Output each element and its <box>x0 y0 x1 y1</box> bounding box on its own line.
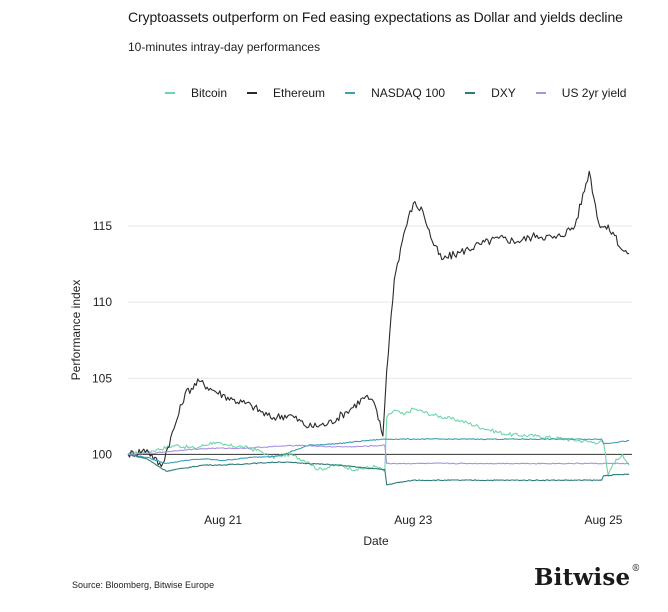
series-line-bitcoin <box>127 407 630 477</box>
series-line-nasdaq-100 <box>127 438 630 465</box>
chart-subtitle: 10-minutes intray-day performances <box>128 40 321 54</box>
legend-swatch <box>535 92 546 94</box>
x-axis-label: Date <box>363 534 389 548</box>
y-tick-label: 115 <box>93 219 112 233</box>
y-axis-label: Performance index <box>69 280 83 381</box>
y-tick-label: 105 <box>92 371 112 385</box>
legend-item: US 2yr yield <box>535 86 627 100</box>
legend-item: DXY <box>465 86 516 100</box>
x-tick-label: Aug 25 <box>584 513 622 527</box>
legend-swatch <box>465 92 476 94</box>
chart-legend: Bitcoin Ethereum NASDAQ 100 DXY US 2yr yield <box>165 86 646 100</box>
legend-item: Bitcoin <box>165 86 227 100</box>
series-line-us-2yr-yield <box>127 444 630 465</box>
registered-mark: ® <box>631 564 641 574</box>
logo-text: Bitwise <box>534 564 631 591</box>
x-tick-label: Aug 21 <box>204 513 242 527</box>
legend-label: NASDAQ 100 <box>371 86 446 100</box>
y-tick-label: 110 <box>93 295 112 309</box>
source-note: Source: Bloomberg, Bitwise Europe <box>72 580 215 590</box>
legend-swatch <box>247 92 258 94</box>
bitwise-logo: Bitwise® <box>534 564 641 591</box>
series-line-ethereum <box>127 170 630 468</box>
legend-label: Bitcoin <box>191 86 228 100</box>
y-tick-label: 100 <box>92 447 112 461</box>
legend-label: Ethereum <box>273 86 326 100</box>
legend-label: US 2yr yield <box>561 86 627 100</box>
chart-title: Cryptoassets outperform on Fed easing ex… <box>128 9 623 25</box>
legend-swatch <box>345 92 356 94</box>
legend-item: Ethereum <box>247 86 325 100</box>
legend-swatch <box>165 92 175 94</box>
legend-label: DXY <box>491 86 516 100</box>
series-line-dxy <box>127 453 630 486</box>
legend-item: NASDAQ 100 <box>345 86 445 100</box>
x-tick-label: Aug 23 <box>394 513 432 527</box>
